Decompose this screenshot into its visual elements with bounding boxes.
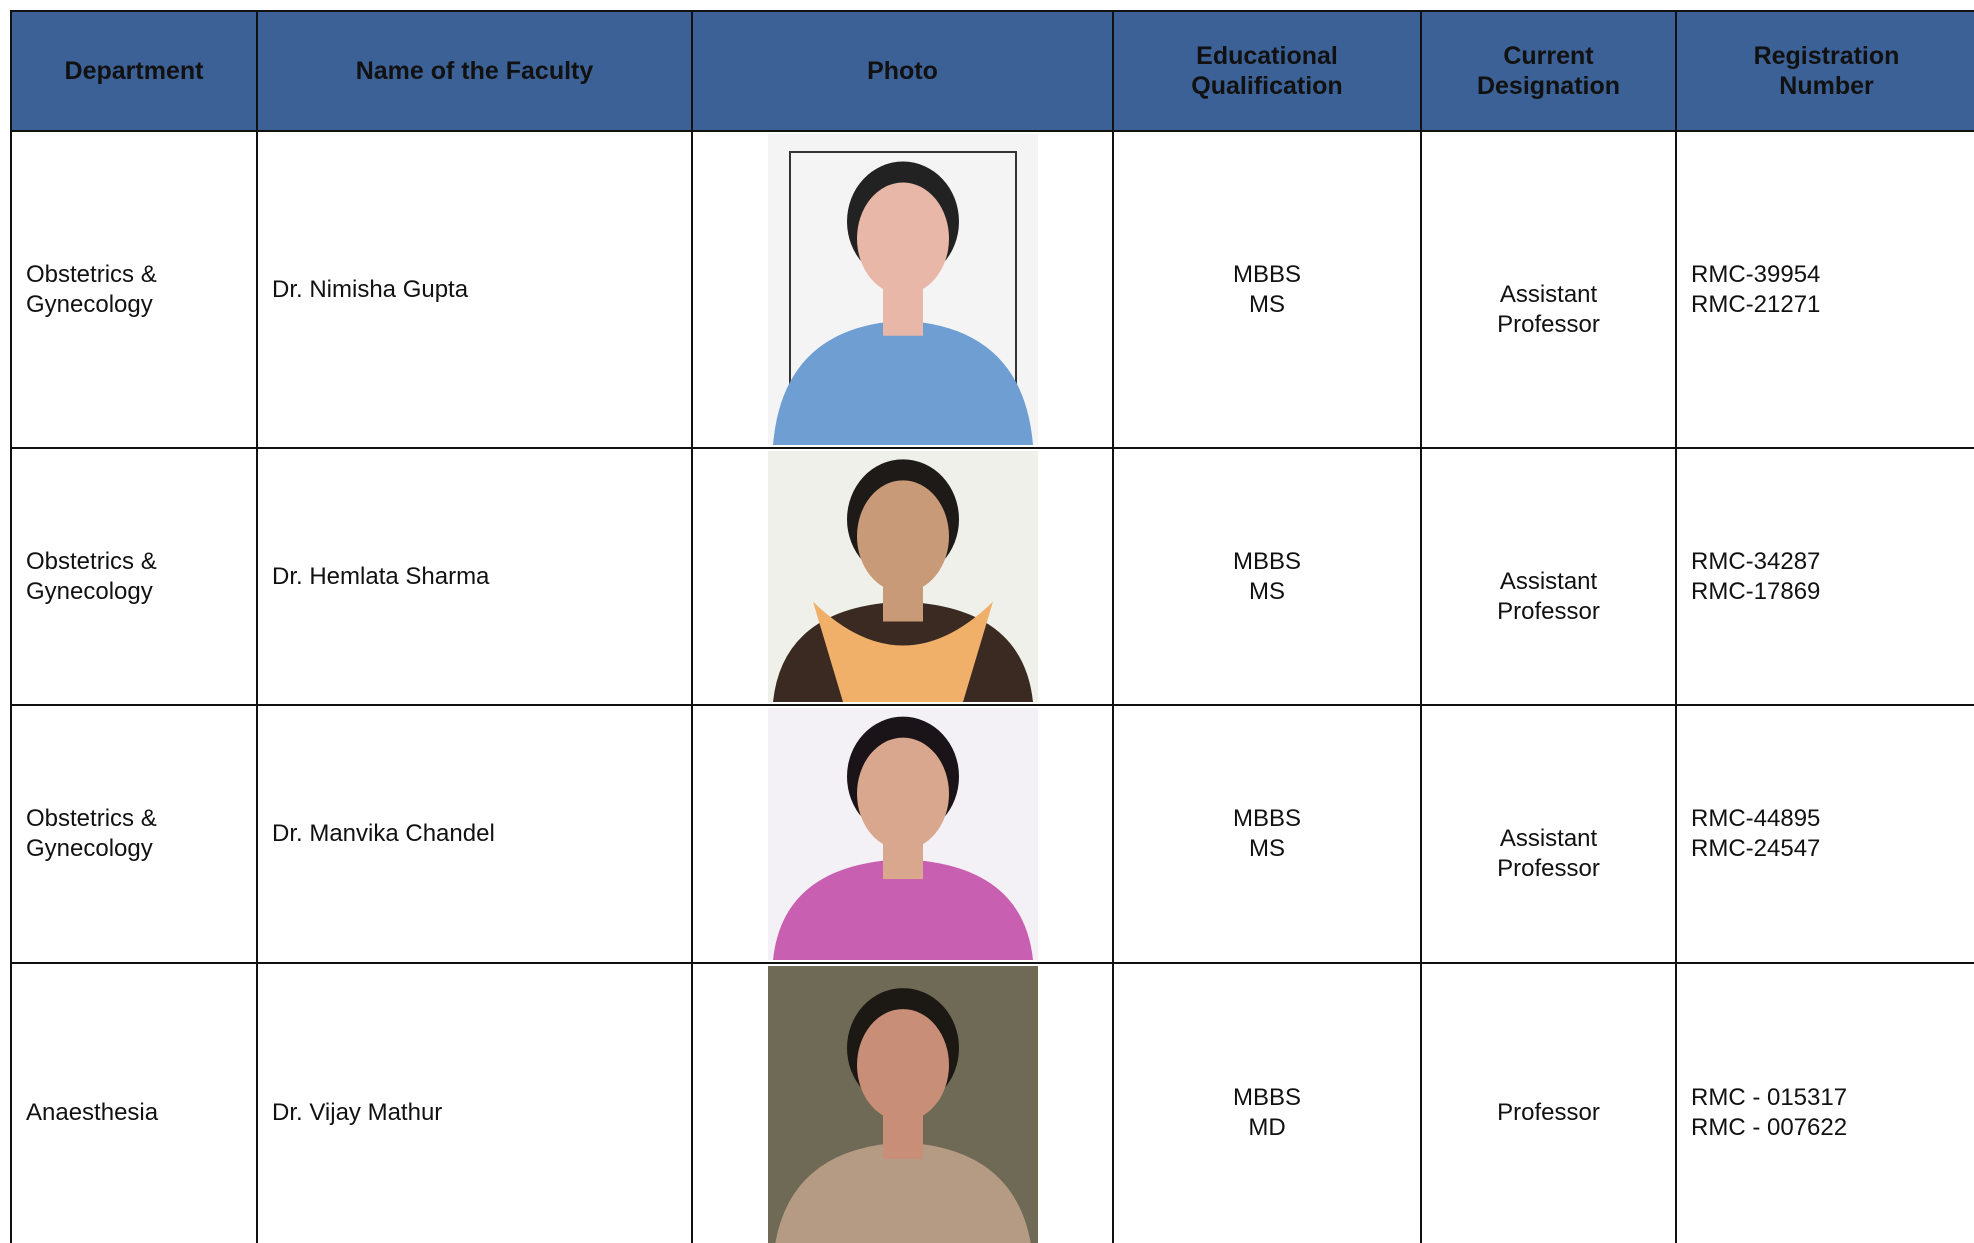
shoulders bbox=[772, 320, 1033, 445]
table-body: Obstetrics & Gynecology Dr. Nimisha Gupta… bbox=[10, 130, 1974, 1243]
department-cell: Obstetrics & Gynecology bbox=[10, 130, 258, 449]
column-header: Name of the Faculty bbox=[256, 10, 693, 132]
table-row: Obstetrics & Gynecology Dr. Nimisha Gupta… bbox=[10, 130, 1974, 449]
cell-line: MBBS bbox=[1232, 1084, 1301, 1111]
cell-line: RMC-44895 bbox=[1691, 805, 1821, 832]
registration-cell: RMC-34287 RMC-17869 bbox=[1675, 447, 1974, 706]
designation-cell: Assistant Professor bbox=[1420, 704, 1677, 964]
department-cell: Obstetrics & Gynecology bbox=[10, 704, 258, 964]
cell-line: RMC-17869 bbox=[1691, 577, 1821, 605]
face bbox=[856, 737, 949, 850]
department-cell: Obstetrics & Gynecology bbox=[10, 447, 258, 706]
scarf bbox=[812, 601, 993, 702]
cell-line: RMC - 015317 bbox=[1691, 1084, 1848, 1111]
name-cell: Dr. Manvika Chandel bbox=[256, 704, 693, 964]
cell-line: MS bbox=[1249, 835, 1285, 862]
photo-cell bbox=[691, 962, 1114, 1243]
column-header: Photo bbox=[691, 10, 1114, 132]
qualification-cell: MBBS MD bbox=[1112, 962, 1422, 1243]
face bbox=[856, 480, 949, 593]
designation-cell: Professor bbox=[1420, 962, 1677, 1243]
cell-line: MS bbox=[1249, 577, 1285, 605]
cell-line: Professor bbox=[1497, 1099, 1600, 1126]
name-cell: Dr. Hemlata Sharma bbox=[256, 447, 693, 706]
cell-line: MBBS bbox=[1232, 805, 1301, 832]
cell-line: MD bbox=[1248, 1114, 1286, 1141]
designation-cell: Assistant Professor bbox=[1420, 447, 1677, 706]
photo bbox=[767, 966, 1038, 1243]
cell-line: MBBS bbox=[1232, 547, 1301, 575]
cell-line: Assistant bbox=[1499, 567, 1598, 595]
table-row: Obstetrics & Gynecology Dr. Manvika Chand… bbox=[10, 704, 1974, 964]
cell-line: RMC-21271 bbox=[1691, 290, 1821, 318]
shoulders bbox=[774, 1142, 1031, 1243]
header-row: Department Name of the Faculty Photo Educat… bbox=[10, 10, 1974, 132]
face bbox=[856, 182, 949, 295]
cell-line: Professor bbox=[1497, 310, 1600, 338]
photo-cell bbox=[691, 130, 1114, 449]
cell-line: Assistant bbox=[1499, 280, 1598, 308]
department-cell: Anaesthesia bbox=[10, 962, 258, 1243]
face bbox=[856, 1009, 949, 1122]
cell-line: Assistant bbox=[1499, 825, 1598, 852]
registration-cell: RMC - 015317 RMC - 007622 bbox=[1675, 962, 1974, 1243]
table-row: Obstetrics & Gynecology Dr. Hemlata Sharm… bbox=[10, 447, 1974, 706]
column-header: Educational Qualification bbox=[1112, 10, 1422, 132]
qualification-cell: MBBS MS bbox=[1112, 704, 1422, 964]
cell-line: RMC - 007622 bbox=[1691, 1114, 1848, 1141]
cell-line: MS bbox=[1249, 290, 1285, 318]
designation-cell: Assistant Professor bbox=[1420, 130, 1677, 449]
name-cell: Dr. Vijay Mathur bbox=[256, 962, 693, 1243]
name-cell: Dr. Nimisha Gupta bbox=[256, 130, 693, 449]
column-header: Registration Number bbox=[1675, 10, 1974, 132]
shoulders bbox=[772, 859, 1033, 960]
cell-line: Professor bbox=[1497, 597, 1600, 625]
faculty-table: Department Name of the Faculty Photo Educat… bbox=[10, 10, 1974, 1243]
cell-line: RMC-34287 bbox=[1691, 547, 1821, 575]
registration-cell: RMC-44895 RMC-24547 bbox=[1675, 704, 1974, 964]
qualification-cell: MBBS MS bbox=[1112, 130, 1422, 449]
photo-cell bbox=[691, 447, 1114, 706]
column-header: Current Designation bbox=[1420, 10, 1677, 132]
cell-line: Professor bbox=[1497, 855, 1600, 882]
photo bbox=[767, 708, 1038, 960]
table-row: Anaesthesia Dr. Vijay Mathur MBBS MD Profess… bbox=[10, 962, 1974, 1243]
qualification-cell: MBBS MS bbox=[1112, 447, 1422, 706]
photo-cell bbox=[691, 704, 1114, 964]
photo bbox=[767, 134, 1038, 445]
registration-cell: RMC-39954 RMC-21271 bbox=[1675, 130, 1974, 449]
cell-line: MBBS bbox=[1232, 260, 1301, 288]
photo bbox=[767, 451, 1038, 702]
column-header: Department bbox=[10, 10, 258, 132]
cell-line: RMC-39954 bbox=[1691, 260, 1821, 288]
cell-line: RMC-24547 bbox=[1691, 835, 1821, 862]
